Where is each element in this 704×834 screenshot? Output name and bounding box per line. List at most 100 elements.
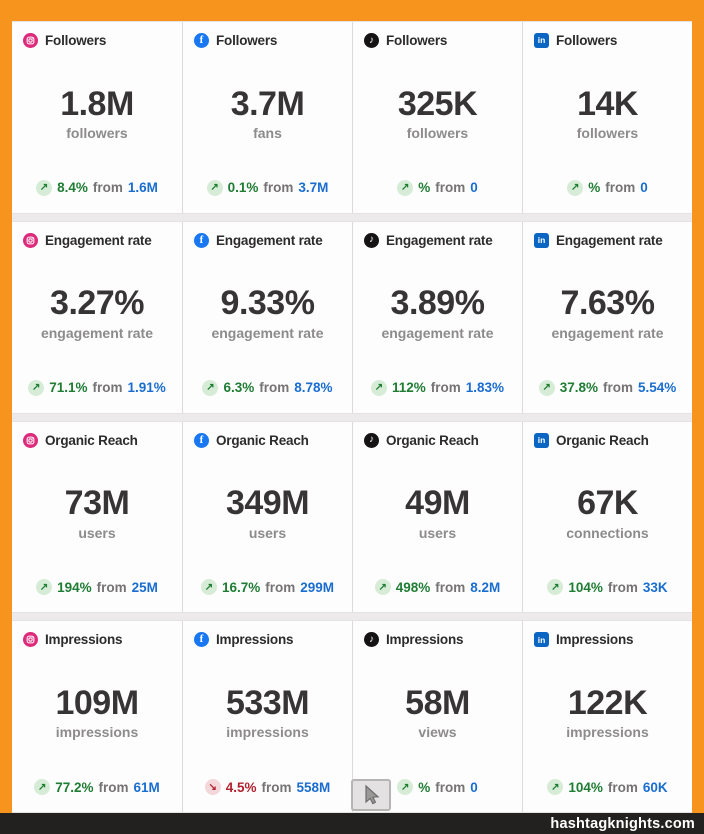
tiktok-icon: ♪ xyxy=(364,632,379,648)
change-percent: % xyxy=(588,180,601,196)
change-percent: 71.1% xyxy=(49,380,88,395)
metric-change: ↗ 104% from 60K xyxy=(547,779,668,795)
metric-change: ↗% from 0 xyxy=(397,779,478,795)
previous-value: 8.78% xyxy=(294,380,333,395)
metric-change: ↗% from 0 xyxy=(567,179,648,196)
instagram-impressions-card: Impressions 109M impressions ↗ 77.2% from 61M xyxy=(12,621,182,812)
metric-value: 49M xyxy=(405,484,470,523)
from-label: from xyxy=(430,380,461,395)
tiktok-icon: ♪ xyxy=(364,232,379,248)
footer-bar: hashtagknights.com xyxy=(0,813,704,834)
metric-title: Followers xyxy=(45,33,107,48)
metric-title: Engagement rate xyxy=(45,232,152,248)
trend-up-icon: ↗ xyxy=(202,379,219,396)
instagram-icon xyxy=(23,232,38,248)
metric-value: 109M xyxy=(55,683,139,722)
mouse-cursor-overlay xyxy=(351,779,391,811)
trend-up-icon: ↗ xyxy=(28,379,45,396)
trend-up-icon: ↗ xyxy=(370,379,387,396)
metric-row: Engagement rate 3.27% engagement rate ↗ 71.1… xyxy=(12,220,692,414)
previous-value: 5.54% xyxy=(638,380,677,395)
metric-unit: engagement rate xyxy=(211,324,324,341)
from-label: from xyxy=(92,380,123,395)
metric-unit: followers xyxy=(66,125,128,142)
previous-value: 0 xyxy=(640,180,648,196)
metric-value: 67K xyxy=(577,484,638,523)
metric-unit: connections xyxy=(566,524,649,541)
metric-unit: users xyxy=(78,524,116,541)
previous-value: 0 xyxy=(470,180,478,196)
metric-value: 349M xyxy=(225,484,310,523)
facebook-icon: f xyxy=(194,432,209,448)
card-header: Organic Reach xyxy=(12,422,138,448)
metric-change: ↗ 0.1% from 3.7M xyxy=(206,179,329,196)
metric-value: 7.63% xyxy=(560,284,655,323)
metric-value: 122K xyxy=(567,683,648,722)
metric-title: Organic Reach xyxy=(216,432,309,448)
metric-value: 73M xyxy=(64,484,130,523)
card-header: f Followers xyxy=(183,22,277,48)
previous-value: 60K xyxy=(642,779,668,795)
metric-value: 3.7M xyxy=(230,84,305,123)
trend-up-icon: ↗ xyxy=(397,179,414,196)
previous-value: 3.7M xyxy=(298,180,329,196)
trend-up-icon: ↗ xyxy=(538,379,555,396)
from-label: from xyxy=(603,380,633,395)
card-header: f Engagement rate xyxy=(183,222,323,248)
change-percent: 498% xyxy=(395,579,431,595)
linkedin-icon: in xyxy=(534,33,549,48)
metric-title: Engagement rate xyxy=(556,232,663,248)
tiktok-icon: ♪ xyxy=(364,33,379,48)
metric-value: 1.8M xyxy=(60,84,134,123)
previous-value: 1.6M xyxy=(127,180,158,196)
from-label: from xyxy=(261,779,292,795)
card-header: ♪ Impressions xyxy=(353,621,464,648)
previous-value: 8.2M xyxy=(470,579,501,595)
linkedin-engagement-rate-card: in Engagement rate 7.63% engagement rate ↗ 37… xyxy=(522,221,692,413)
from-label: from xyxy=(435,779,466,795)
metric-value: 58M xyxy=(405,683,470,722)
card-header: in Impressions xyxy=(523,621,634,648)
change-percent: 0.1% xyxy=(227,180,259,196)
previous-value: 1.91% xyxy=(127,380,166,395)
trend-up-icon: ↗ xyxy=(34,779,51,795)
linkedin-followers-card: in Followers 14K followers ↗% from 0 xyxy=(522,22,692,213)
change-percent: 104% xyxy=(568,579,603,595)
facebook-organic-reach-card: f Organic Reach 349M users ↗ 16.7% from 299M xyxy=(182,421,352,613)
metric-title: Impressions xyxy=(556,632,634,648)
change-percent: 77.2% xyxy=(55,779,94,795)
metric-title: Followers xyxy=(386,33,448,48)
metric-unit: users xyxy=(418,524,457,541)
linkedin-icon: in xyxy=(534,632,549,648)
from-label: from xyxy=(263,180,294,196)
metric-unit: impressions xyxy=(55,724,139,741)
card-header: Impressions xyxy=(12,621,123,648)
trend-up-icon: ↗ xyxy=(547,579,564,596)
facebook-impressions-card: f Impressions 533M impressions ↘ 4.5% from 558M xyxy=(182,621,352,812)
metric-unit: users xyxy=(248,524,287,541)
card-header: in Engagement rate xyxy=(523,222,663,248)
trend-up-icon: ↗ xyxy=(567,179,584,196)
card-header: in Organic Reach xyxy=(523,422,649,448)
metric-change: ↗ 8.4% from 1.6M xyxy=(36,179,158,196)
from-label: from xyxy=(259,380,290,395)
metric-title: Impressions xyxy=(216,632,294,648)
mouse-cursor-icon xyxy=(365,784,380,805)
card-header: Engagement rate xyxy=(12,222,152,248)
from-label: from xyxy=(265,579,296,595)
tiktok-followers-card: ♪ Followers 325K followers ↗% from 0 xyxy=(352,22,522,213)
facebook-engagement-rate-card: f Engagement rate 9.33% engagement rate ↗ 6.3… xyxy=(182,221,352,413)
from-label: from xyxy=(98,779,129,795)
change-percent: 194% xyxy=(57,579,92,595)
tiktok-engagement-rate-card: ♪ Engagement rate 3.89% engagement rate ↗ 112… xyxy=(352,221,522,413)
instagram-engagement-rate-card: Engagement rate 3.27% engagement rate ↗ 71.1… xyxy=(12,221,182,413)
card-header: f Organic Reach xyxy=(183,422,309,448)
from-label: from xyxy=(92,180,123,196)
card-header: ♪ Organic Reach xyxy=(353,422,479,448)
metric-unit: followers xyxy=(576,125,639,142)
metric-title: Engagement rate xyxy=(386,232,493,248)
metric-change: ↘ 4.5% from 558M xyxy=(204,779,330,795)
previous-value: 25M xyxy=(131,579,158,595)
linkedin-organic-reach-card: in Organic Reach 67K connections ↗ 104% from 33… xyxy=(522,421,692,613)
